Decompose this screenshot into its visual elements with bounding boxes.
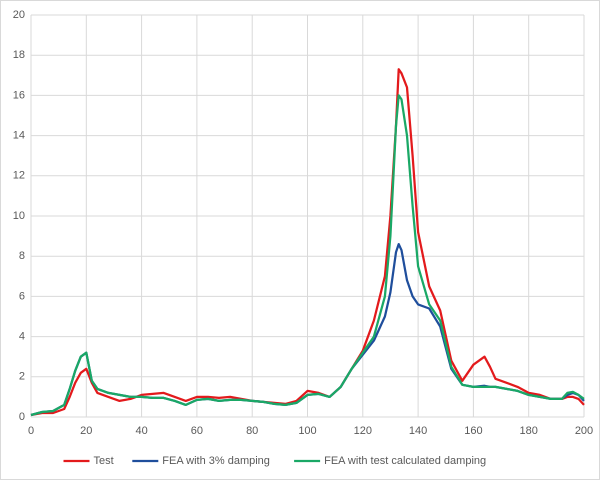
x-tick-label: 200 <box>575 425 593 437</box>
y-tick-label: 8 <box>19 250 25 262</box>
y-tick-label: 18 <box>13 49 25 61</box>
series-line <box>30 94 585 417</box>
x-tick-label: 120 <box>354 425 372 437</box>
x-tick-label: 0 <box>28 425 34 437</box>
x-tick-label: 60 <box>191 425 203 437</box>
x-tick-label: 20 <box>80 425 92 437</box>
x-tick-label: 160 <box>464 425 482 437</box>
y-tick-label: 4 <box>19 331 25 343</box>
y-tick-label: 2 <box>19 371 25 383</box>
legend-label: Test <box>94 455 114 467</box>
legend-label: FEA with test calculated damping <box>324 455 486 467</box>
y-tick-label: 10 <box>13 210 25 222</box>
y-tick-label: 0 <box>19 411 25 423</box>
x-tick-label: 80 <box>246 425 258 437</box>
x-tick-label: 140 <box>409 425 427 437</box>
y-tick-label: 20 <box>13 9 25 21</box>
legend-label: FEA with 3% damping <box>162 455 270 467</box>
x-tick-label: 100 <box>298 425 316 437</box>
y-tick-label: 6 <box>19 290 25 302</box>
y-tick-label: 12 <box>13 170 25 182</box>
y-tick-label: 16 <box>13 89 25 101</box>
x-tick-label: 40 <box>135 425 147 437</box>
x-tick-label: 180 <box>520 425 538 437</box>
y-tick-label: 14 <box>13 130 25 142</box>
